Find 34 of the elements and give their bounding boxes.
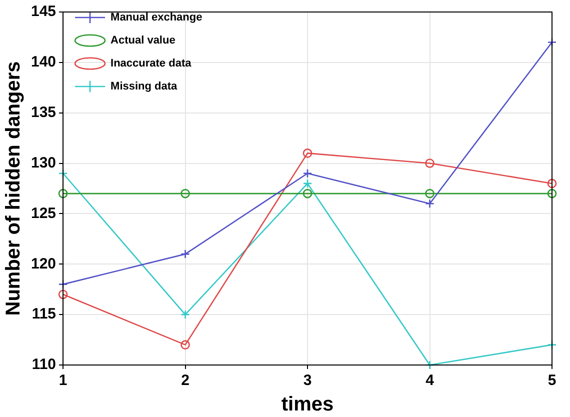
point [58, 188, 68, 198]
x-tick-label: 3 [303, 372, 312, 390]
y-tick-label: 115 [32, 306, 56, 323]
legend-label: Manual exchange [110, 12, 202, 24]
y-tick-label: 125 [30, 204, 56, 222]
y-tick-label: 140 [30, 54, 56, 71]
y-axis-title: Number of hidden dangers [2, 61, 25, 316]
y-tick-label: 145 [30, 3, 56, 20]
x-tick-label: 2 [181, 372, 190, 390]
x-tick-label: 4 [426, 372, 435, 390]
point [302, 168, 312, 178]
x-axis-title: times [281, 394, 334, 416]
point [180, 188, 190, 198]
point [180, 310, 190, 320]
point [425, 158, 434, 168]
y-tick-label: 130 [30, 154, 56, 172]
y-tick-label: 110 [32, 356, 56, 374]
point [302, 148, 312, 158]
legend-label: Actual value [110, 34, 176, 47]
x-tick-label: 1 [58, 372, 68, 390]
point [58, 290, 68, 300]
point [547, 178, 557, 188]
point [425, 188, 434, 198]
y-tick-label: 120 [30, 255, 56, 272]
x-tick-label: 5 [548, 372, 556, 390]
point [547, 188, 557, 198]
point [180, 340, 190, 350]
legend-label: Inaccurate data [110, 58, 192, 70]
point [302, 178, 312, 188]
legend-label: Missing data [110, 80, 178, 93]
y-tick-label: 135 [30, 104, 56, 121]
point [302, 188, 312, 198]
point [425, 198, 434, 208]
point [180, 249, 190, 259]
